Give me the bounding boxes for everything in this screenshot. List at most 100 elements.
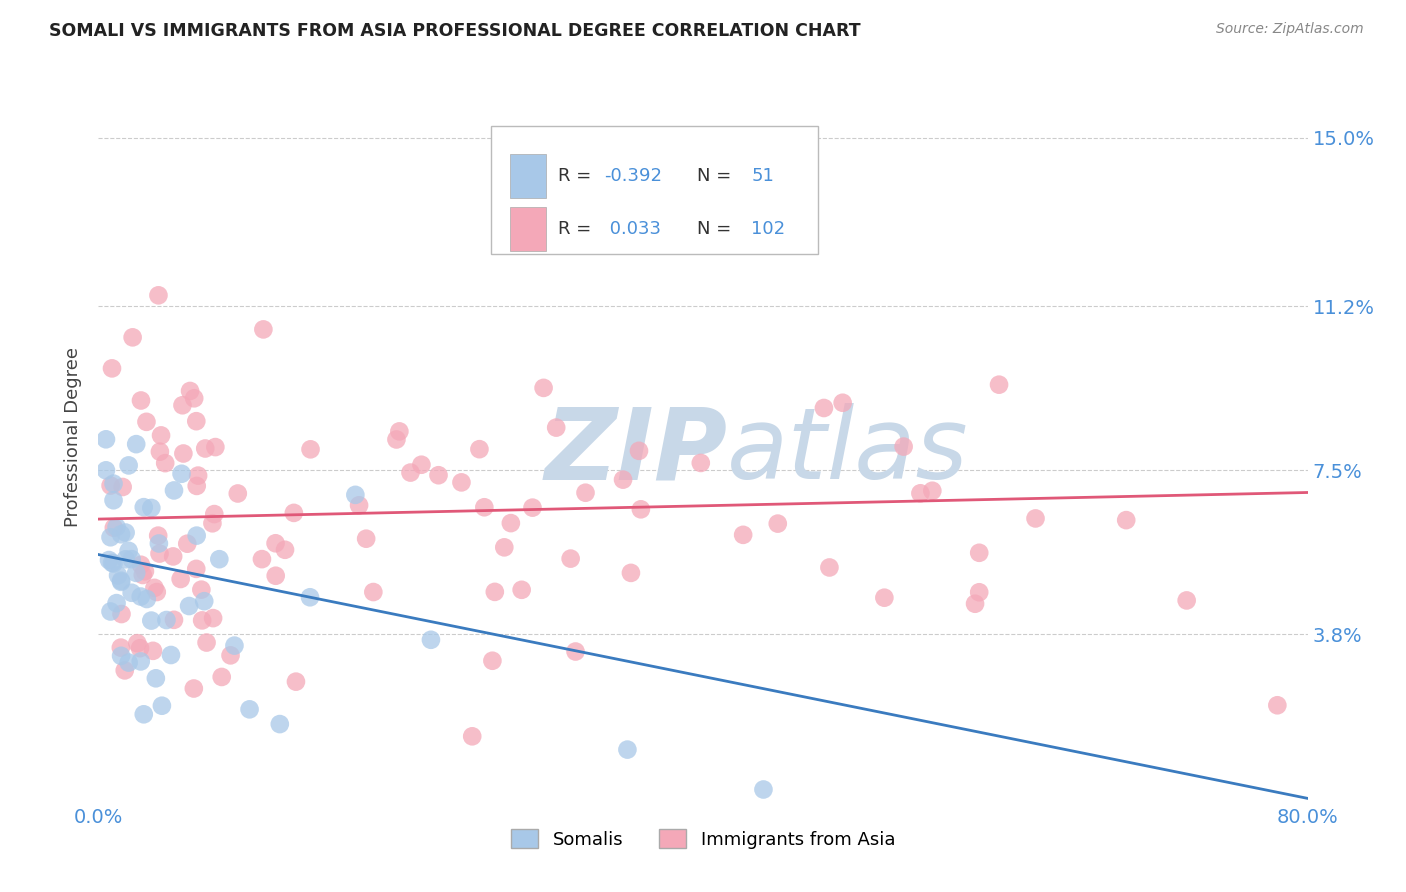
Point	[169, 572, 191, 586]
Point	[132, 707, 155, 722]
FancyBboxPatch shape	[492, 126, 818, 254]
Point	[461, 729, 484, 743]
Point	[125, 437, 148, 451]
Point	[134, 564, 156, 578]
Point	[150, 698, 173, 713]
Text: SOMALI VS IMMIGRANTS FROM ASIA PROFESSIONAL DEGREE CORRELATION CHART: SOMALI VS IMMIGRANTS FROM ASIA PROFESSIO…	[49, 22, 860, 40]
Point	[118, 458, 141, 473]
Point	[450, 475, 472, 490]
Point	[105, 520, 128, 534]
Point	[252, 322, 274, 336]
Point	[616, 742, 638, 756]
Point	[146, 585, 169, 599]
Point	[110, 527, 132, 541]
Point	[148, 288, 170, 302]
Point	[299, 442, 322, 457]
Point	[100, 605, 122, 619]
Point	[114, 664, 136, 678]
Point	[172, 398, 194, 412]
Point	[893, 440, 915, 454]
Point	[125, 566, 148, 580]
Point	[873, 591, 896, 605]
Point	[574, 485, 596, 500]
Point	[110, 574, 132, 589]
Point	[162, 549, 184, 564]
Point	[818, 560, 841, 574]
Text: atlas: atlas	[727, 403, 969, 500]
Point	[1115, 513, 1137, 527]
Point	[612, 473, 634, 487]
Point	[202, 507, 225, 521]
Point	[190, 582, 212, 597]
Text: R =: R =	[558, 219, 598, 238]
Point	[129, 655, 152, 669]
Point	[141, 614, 163, 628]
Point	[344, 488, 367, 502]
Point	[186, 528, 208, 542]
Point	[363, 585, 385, 599]
Point	[186, 479, 208, 493]
Point	[101, 556, 124, 570]
Text: 0.033: 0.033	[603, 219, 661, 238]
Text: Source: ZipAtlas.com: Source: ZipAtlas.com	[1216, 22, 1364, 37]
Point	[411, 458, 433, 472]
Point	[129, 393, 152, 408]
Point	[481, 654, 503, 668]
Point	[388, 425, 411, 439]
Text: 102: 102	[751, 219, 786, 238]
Point	[121, 552, 143, 566]
Point	[172, 446, 194, 460]
Point	[204, 440, 226, 454]
Point	[399, 466, 422, 480]
Point	[103, 476, 125, 491]
Point	[103, 521, 125, 535]
Point	[627, 443, 650, 458]
Point	[427, 468, 450, 483]
Text: 51: 51	[751, 167, 775, 185]
Point	[163, 483, 186, 498]
Point	[201, 516, 224, 531]
Text: ZIP: ZIP	[544, 403, 727, 500]
Point	[127, 636, 149, 650]
Point	[967, 546, 990, 560]
Point	[1024, 511, 1046, 525]
Bar	[509, 207, 546, 251]
Point	[813, 401, 835, 415]
Point	[967, 585, 990, 599]
Point	[150, 428, 173, 442]
Point	[94, 463, 117, 477]
Point	[129, 641, 152, 656]
Point	[163, 613, 186, 627]
Point	[269, 717, 291, 731]
Point	[219, 648, 242, 663]
Point	[118, 544, 141, 558]
Point	[1267, 698, 1289, 713]
Point	[910, 486, 932, 500]
Point	[564, 644, 586, 658]
Point	[264, 568, 287, 582]
Point	[494, 541, 516, 555]
Point	[347, 498, 370, 512]
Point	[110, 574, 132, 588]
Point	[354, 532, 377, 546]
Point	[148, 536, 170, 550]
Point	[616, 219, 638, 234]
Point	[194, 442, 217, 456]
Point	[143, 581, 166, 595]
Point	[187, 468, 209, 483]
Point	[183, 681, 205, 696]
Point	[533, 381, 555, 395]
Point	[129, 558, 152, 572]
Legend: Somalis, Immigrants from Asia: Somalis, Immigrants from Asia	[503, 822, 903, 856]
Point	[689, 456, 711, 470]
Point	[98, 553, 121, 567]
Point	[135, 592, 157, 607]
Text: R =: R =	[558, 167, 598, 185]
Point	[176, 537, 198, 551]
Point	[100, 530, 122, 544]
Point	[468, 442, 491, 457]
Point	[191, 613, 214, 627]
Point	[921, 483, 943, 498]
Point	[101, 361, 124, 376]
Point	[105, 596, 128, 610]
